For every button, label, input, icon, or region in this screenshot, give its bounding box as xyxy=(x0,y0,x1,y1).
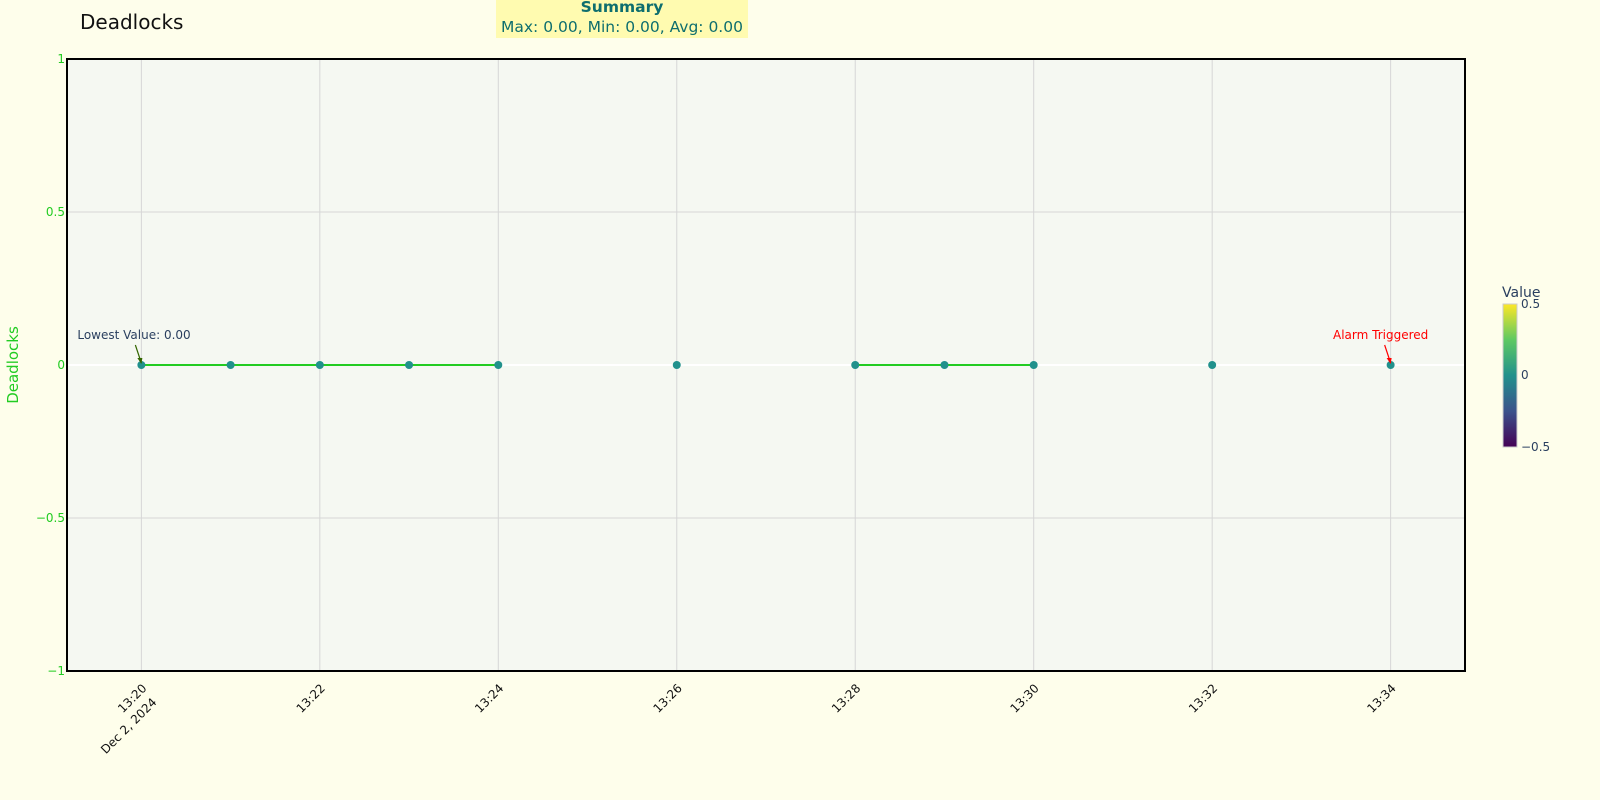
annotation-arrowhead xyxy=(1386,358,1392,364)
colorbar-tick-label: −0.5 xyxy=(1521,440,1550,454)
summary-box: Summary Max: 0.00, Min: 0.00, Avg: 0.00 xyxy=(496,0,748,38)
x-tick-label: 13:34 xyxy=(1364,681,1398,715)
annotation-label: Alarm Triggered xyxy=(1333,328,1428,342)
annotation-label: Lowest Value: 0.00 xyxy=(77,328,190,342)
summary-heading: Summary xyxy=(580,0,664,16)
colorbar xyxy=(1502,303,1518,448)
data-point xyxy=(940,361,949,369)
chart-title: Deadlocks xyxy=(80,10,184,34)
data-point xyxy=(405,361,414,369)
data-point xyxy=(494,361,503,369)
y-tick-label: −0.5 xyxy=(36,511,65,525)
data-point xyxy=(1208,361,1217,369)
x-tick-label: 13:30 xyxy=(1007,681,1041,715)
data-point xyxy=(226,361,235,369)
y-tick-label: 0.5 xyxy=(46,205,65,219)
x-tick-label: 13:24 xyxy=(472,681,506,715)
y-tick-label: 1 xyxy=(57,52,65,66)
data-point xyxy=(1386,361,1395,369)
data-point xyxy=(315,361,324,369)
x-tick-label: 13:26 xyxy=(651,681,685,715)
data-point xyxy=(1029,361,1038,369)
colorbar-tick-label: 0 xyxy=(1521,368,1529,382)
x-tick-label: 13:32 xyxy=(1186,681,1220,715)
x-tick-label: 13:22 xyxy=(294,681,328,715)
x-tick-label: 13:28 xyxy=(829,681,863,715)
annotation-arrowhead xyxy=(137,358,143,364)
y-axis-title: Deadlocks xyxy=(4,326,22,404)
data-point xyxy=(137,361,146,369)
y-tick-label: 0 xyxy=(57,358,65,372)
data-point xyxy=(672,361,681,369)
data-point xyxy=(851,361,860,369)
colorbar-title: Value xyxy=(1502,285,1540,301)
plot-border xyxy=(66,58,1466,672)
summary-text: Max: 0.00, Min: 0.00, Avg: 0.00 xyxy=(501,18,743,36)
y-tick-label: −1 xyxy=(47,664,65,678)
colorbar-tick-label: 0.5 xyxy=(1521,297,1540,311)
